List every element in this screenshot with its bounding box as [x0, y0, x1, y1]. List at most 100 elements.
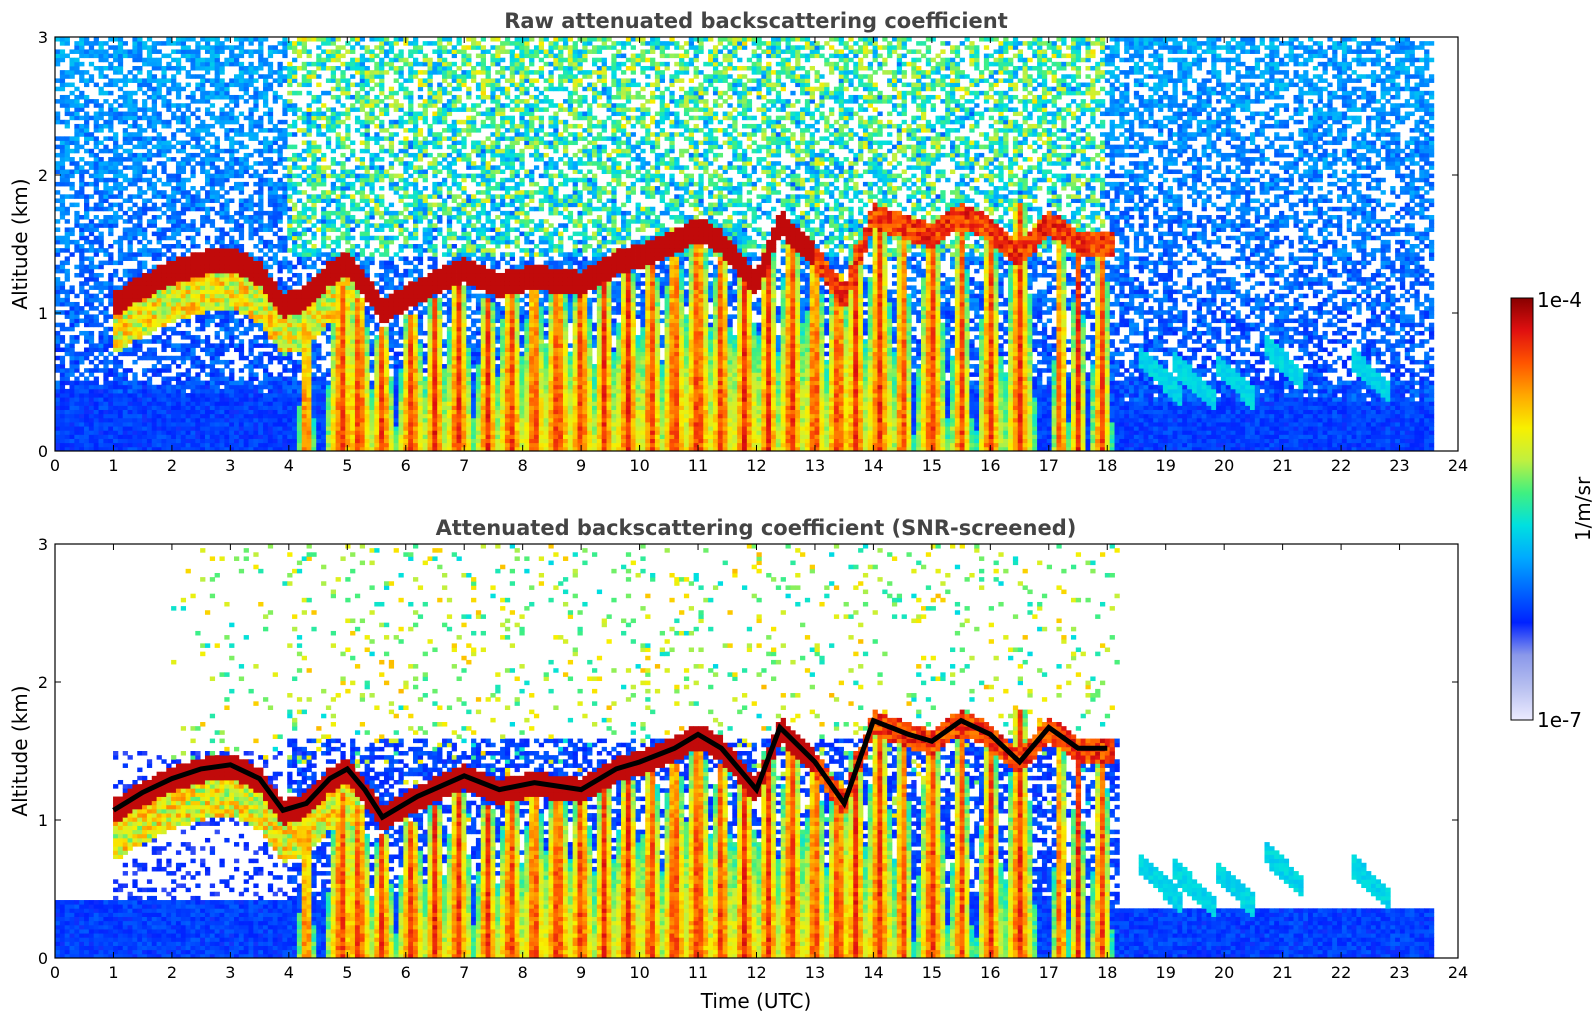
heatmap-cell: [166, 430, 172, 435]
heatmap-cell: [161, 136, 167, 141]
heatmap-cell: [248, 235, 254, 241]
heatmap-cell: [79, 409, 85, 415]
heatmap-cell: [214, 86, 220, 92]
heatmap-cell: [277, 397, 283, 402]
heatmap-cell: [166, 119, 172, 125]
heatmap-cell: [263, 239, 269, 245]
heatmap-cell: [64, 446, 70, 451]
heatmap-cell: [243, 198, 249, 203]
heatmap-cell: [296, 82, 303, 88]
heatmap-cell: [311, 351, 317, 357]
heatmap-cell: [214, 194, 220, 199]
heatmap-cell: [195, 144, 201, 150]
heatmap-cell: [161, 165, 167, 170]
heatmap-cell: [156, 359, 162, 365]
heatmap-cell: [185, 260, 191, 266]
heatmap-cell: [354, 401, 361, 406]
heatmap-cell: [93, 417, 99, 423]
heatmap-cell: [379, 364, 385, 369]
heatmap-cell: [330, 368, 336, 373]
heatmap-cell: [243, 157, 249, 162]
heatmap-cell: [214, 157, 220, 162]
heatmap-cell: [219, 306, 225, 311]
heatmap-cell: [74, 422, 80, 427]
heatmap-cell: [59, 417, 66, 423]
heatmap-cell: [108, 401, 114, 406]
heatmap-cell: [59, 446, 66, 451]
heatmap-cell: [156, 368, 162, 373]
heatmap-cell: [79, 430, 85, 435]
heatmap-cell: [374, 99, 380, 104]
heatmap-cell: [253, 442, 259, 448]
heatmap-cell: [282, 281, 288, 286]
heatmap-cell: [219, 235, 225, 241]
heatmap-cell: [330, 157, 336, 162]
heatmap-cell: [325, 119, 332, 125]
heatmap-cell: [137, 384, 143, 390]
heatmap-cell: [248, 165, 254, 170]
heatmap-cell: [108, 177, 114, 183]
heatmap-cell: [142, 405, 148, 410]
heatmap-cell: [359, 94, 366, 100]
heatmap-cell: [161, 78, 167, 83]
heatmap-cell: [321, 123, 327, 129]
heatmap-cell: [330, 388, 336, 394]
heatmap-cell: [258, 202, 264, 208]
heatmap-cell: [229, 248, 235, 253]
heatmap-cell: [151, 107, 157, 112]
heatmap-cell: [263, 57, 269, 63]
heatmap-cell: [340, 252, 346, 257]
heatmap-cell: [55, 368, 61, 373]
heatmap-cell: [219, 268, 225, 274]
heatmap-cell: [64, 94, 70, 100]
heatmap-cell: [345, 318, 351, 324]
heatmap-cell: [234, 223, 240, 228]
heatmap-cell: [316, 446, 322, 451]
heatmap-cell: [175, 181, 182, 187]
heatmap-cell: [200, 413, 206, 419]
heatmap-cell: [113, 388, 119, 394]
heatmap-cell: [292, 339, 298, 344]
heatmap-cell: [55, 347, 61, 353]
heatmap-cell: [84, 169, 90, 175]
heatmap-cell: [88, 165, 95, 170]
heatmap-cell: [238, 310, 245, 315]
heatmap-cell: [364, 393, 370, 398]
heatmap-cell: [330, 401, 336, 406]
heatmap-cell: [214, 82, 220, 88]
heatmap-cell: [321, 206, 327, 212]
heatmap-cell: [345, 94, 351, 100]
heatmap-cell: [340, 90, 346, 96]
heatmap-cell: [311, 260, 317, 266]
heatmap-cell: [98, 45, 104, 50]
heatmap-cell: [292, 376, 298, 382]
heatmap-cell: [103, 65, 109, 71]
heatmap-cell: [277, 186, 283, 191]
heatmap-cell: [117, 256, 124, 261]
heatmap-cell: [166, 256, 172, 261]
heatmap-cell: [379, 78, 385, 83]
heatmap-cell: [156, 409, 162, 415]
heatmap-cell: [350, 206, 356, 212]
heatmap-cell: [282, 202, 288, 208]
heatmap-cell: [180, 49, 187, 54]
heatmap-cell: [379, 70, 385, 75]
heatmap-cell: [311, 169, 317, 175]
heatmap-cell: [79, 94, 85, 100]
heatmap-cell: [214, 401, 220, 406]
heatmap-cell: [379, 210, 385, 216]
heatmap-cell: [103, 148, 109, 154]
heatmap-cell: [200, 219, 206, 224]
heatmap-cell: [209, 359, 216, 365]
heatmap-cell: [132, 181, 138, 187]
heatmap-cell: [166, 417, 172, 423]
heatmap-cell: [267, 256, 274, 261]
heatmap-cell: [74, 393, 80, 398]
heatmap-cell: [292, 49, 298, 54]
heatmap-cell: [253, 339, 259, 344]
heatmap-cell: [369, 119, 375, 125]
heatmap-cell: [224, 446, 230, 451]
heatmap-cell: [59, 181, 66, 187]
heatmap-cell: [132, 297, 138, 303]
heatmap-cell: [122, 380, 128, 386]
